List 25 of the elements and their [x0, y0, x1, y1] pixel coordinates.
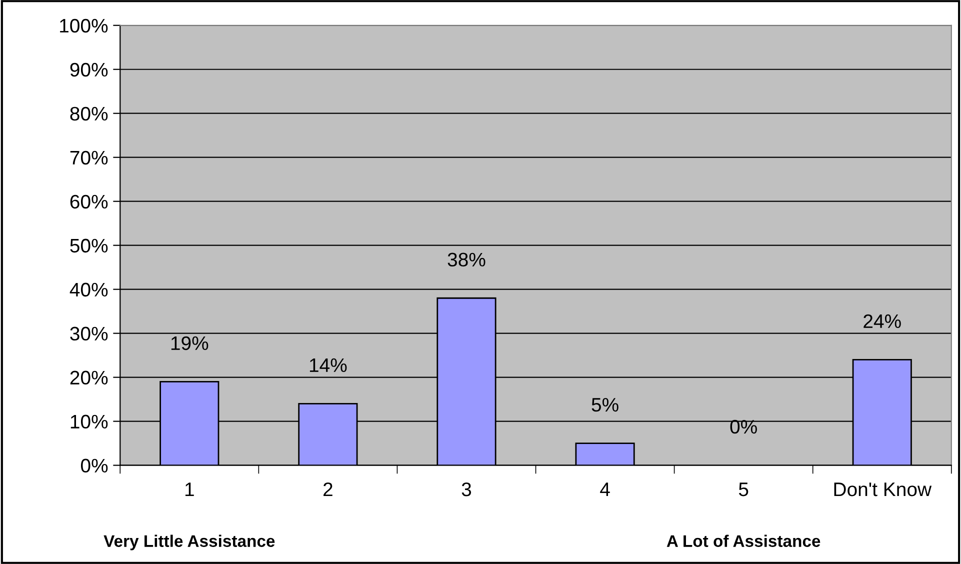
- y-tick-label: 70%: [70, 150, 108, 165]
- x-tick-label: 1: [185, 482, 194, 496]
- y-tick-label: 20%: [70, 370, 108, 385]
- data-label: 14%: [310, 358, 347, 372]
- y-tick-label: 0%: [80, 458, 108, 473]
- y-tick-label: 50%: [70, 238, 108, 253]
- y-tick-label: 100%: [60, 18, 108, 33]
- text: A Lot of Assistance: [666, 534, 820, 547]
- x-tick-label: 5: [738, 482, 748, 496]
- data-label: 19%: [171, 336, 208, 350]
- x-tick-label: 3: [462, 482, 472, 496]
- x-tick-label: 4: [600, 482, 610, 496]
- y-tick-label: 80%: [70, 106, 108, 121]
- x-tick-label: Don't Know: [834, 482, 932, 496]
- y-tick-label: 30%: [70, 326, 108, 341]
- text: Very Little Assistance: [104, 534, 275, 550]
- x-tick-label: 2: [324, 482, 332, 496]
- data-label: 24%: [864, 314, 901, 328]
- data-label: 5%: [592, 398, 618, 412]
- y-tick-label: 10%: [70, 414, 108, 429]
- data-label: 0%: [730, 420, 757, 434]
- y-tick-label: 40%: [70, 282, 108, 297]
- data-label: 38%: [448, 252, 486, 267]
- y-tick-label: 60%: [70, 194, 108, 209]
- y-tick-label: 90%: [70, 62, 108, 77]
